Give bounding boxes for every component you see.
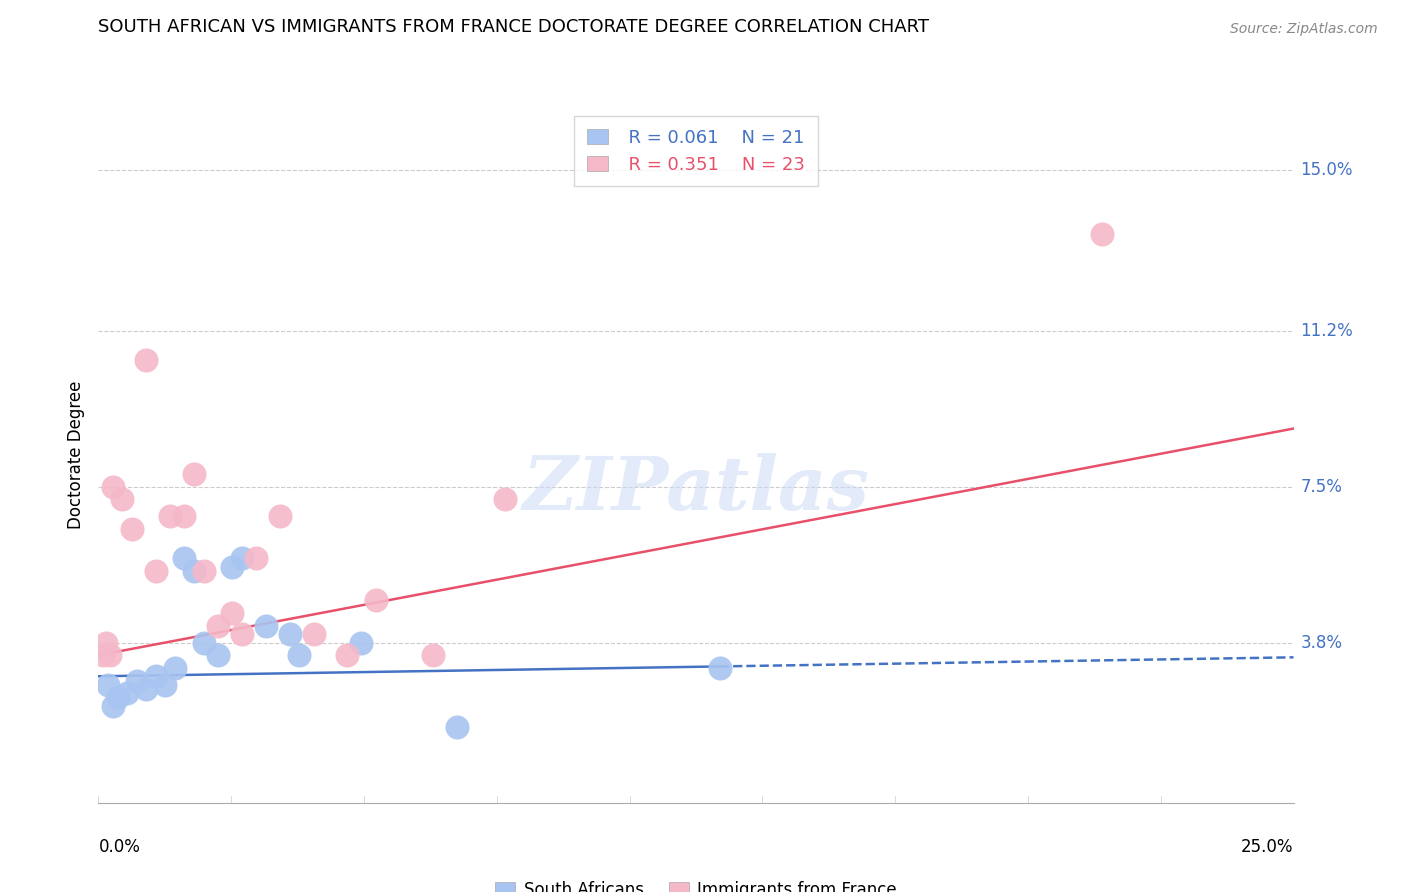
Point xyxy=(159,509,181,524)
Point xyxy=(125,673,148,688)
Point xyxy=(193,564,215,578)
Point xyxy=(278,627,301,641)
Point xyxy=(221,606,243,620)
Text: Source: ZipAtlas.com: Source: ZipAtlas.com xyxy=(1230,21,1378,36)
Point xyxy=(97,678,120,692)
Text: 7.5%: 7.5% xyxy=(1301,477,1343,496)
Point xyxy=(98,648,122,663)
Point xyxy=(288,648,311,663)
Point xyxy=(207,618,229,632)
Point xyxy=(107,690,129,705)
Point xyxy=(231,551,253,566)
Text: ZIPatlas: ZIPatlas xyxy=(523,453,869,526)
Text: 11.2%: 11.2% xyxy=(1301,321,1354,340)
Point xyxy=(115,686,138,700)
Point xyxy=(94,635,117,649)
Point xyxy=(350,635,373,649)
Text: 0.0%: 0.0% xyxy=(98,838,141,856)
Point xyxy=(494,492,516,507)
Point xyxy=(101,479,124,493)
Point xyxy=(254,618,277,632)
Point xyxy=(135,681,157,696)
Point xyxy=(269,509,291,524)
Point xyxy=(183,467,205,481)
Text: 15.0%: 15.0% xyxy=(1301,161,1353,179)
Point xyxy=(91,648,114,663)
Point xyxy=(709,661,731,675)
Text: 3.8%: 3.8% xyxy=(1301,633,1343,651)
Point xyxy=(207,648,229,663)
Point xyxy=(364,593,387,607)
Point xyxy=(155,678,177,692)
Legend: South Africans, Immigrants from France: South Africans, Immigrants from France xyxy=(489,874,903,892)
Point xyxy=(221,559,243,574)
Point xyxy=(1091,227,1114,241)
Point xyxy=(446,720,468,734)
Point xyxy=(111,492,134,507)
Point xyxy=(173,551,195,566)
Point xyxy=(422,648,444,663)
Point xyxy=(135,353,157,368)
Text: SOUTH AFRICAN VS IMMIGRANTS FROM FRANCE DOCTORATE DEGREE CORRELATION CHART: SOUTH AFRICAN VS IMMIGRANTS FROM FRANCE … xyxy=(98,18,929,36)
Point xyxy=(193,635,215,649)
Point xyxy=(163,661,186,675)
Point xyxy=(336,648,359,663)
Point xyxy=(145,564,167,578)
Point xyxy=(231,627,253,641)
Point xyxy=(101,698,124,713)
Point xyxy=(302,627,325,641)
Point xyxy=(183,564,205,578)
Point xyxy=(173,509,195,524)
Point xyxy=(245,551,267,566)
Point xyxy=(145,669,167,683)
Text: 25.0%: 25.0% xyxy=(1241,838,1294,856)
Y-axis label: Doctorate Degree: Doctorate Degree xyxy=(66,381,84,529)
Point xyxy=(121,522,143,536)
